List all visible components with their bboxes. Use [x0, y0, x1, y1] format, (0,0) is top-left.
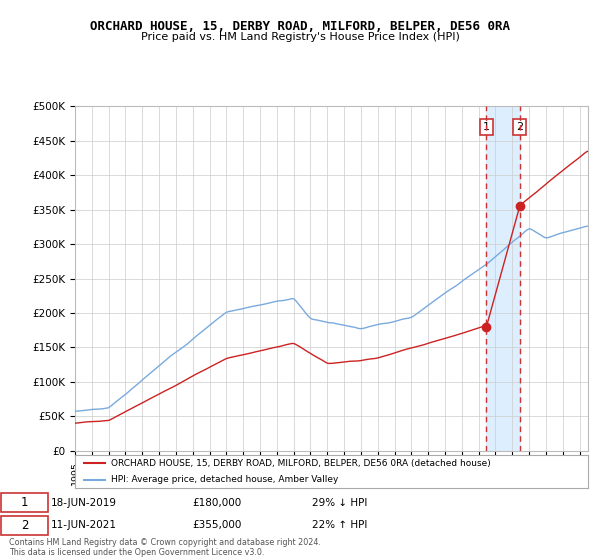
- FancyBboxPatch shape: [1, 493, 48, 512]
- Text: £355,000: £355,000: [192, 520, 241, 530]
- Text: ORCHARD HOUSE, 15, DERBY ROAD, MILFORD, BELPER, DE56 0RA (detached house): ORCHARD HOUSE, 15, DERBY ROAD, MILFORD, …: [111, 459, 491, 468]
- Text: 1: 1: [483, 122, 490, 132]
- Text: 1: 1: [21, 496, 28, 510]
- Text: ORCHARD HOUSE, 15, DERBY ROAD, MILFORD, BELPER, DE56 0RA: ORCHARD HOUSE, 15, DERBY ROAD, MILFORD, …: [90, 20, 510, 32]
- Text: 2: 2: [21, 519, 28, 532]
- Text: 18-JUN-2019: 18-JUN-2019: [51, 498, 117, 508]
- Bar: [487, 106, 520, 451]
- Text: 11-JUN-2021: 11-JUN-2021: [51, 520, 117, 530]
- Text: 22% ↑ HPI: 22% ↑ HPI: [312, 520, 367, 530]
- Text: 2: 2: [516, 122, 523, 132]
- Text: £180,000: £180,000: [192, 498, 241, 508]
- Text: Contains HM Land Registry data © Crown copyright and database right 2024.
This d: Contains HM Land Registry data © Crown c…: [9, 538, 321, 557]
- FancyBboxPatch shape: [1, 516, 48, 535]
- Text: HPI: Average price, detached house, Amber Valley: HPI: Average price, detached house, Ambe…: [111, 475, 338, 484]
- Text: 29% ↓ HPI: 29% ↓ HPI: [312, 498, 367, 508]
- Text: Price paid vs. HM Land Registry's House Price Index (HPI): Price paid vs. HM Land Registry's House …: [140, 32, 460, 43]
